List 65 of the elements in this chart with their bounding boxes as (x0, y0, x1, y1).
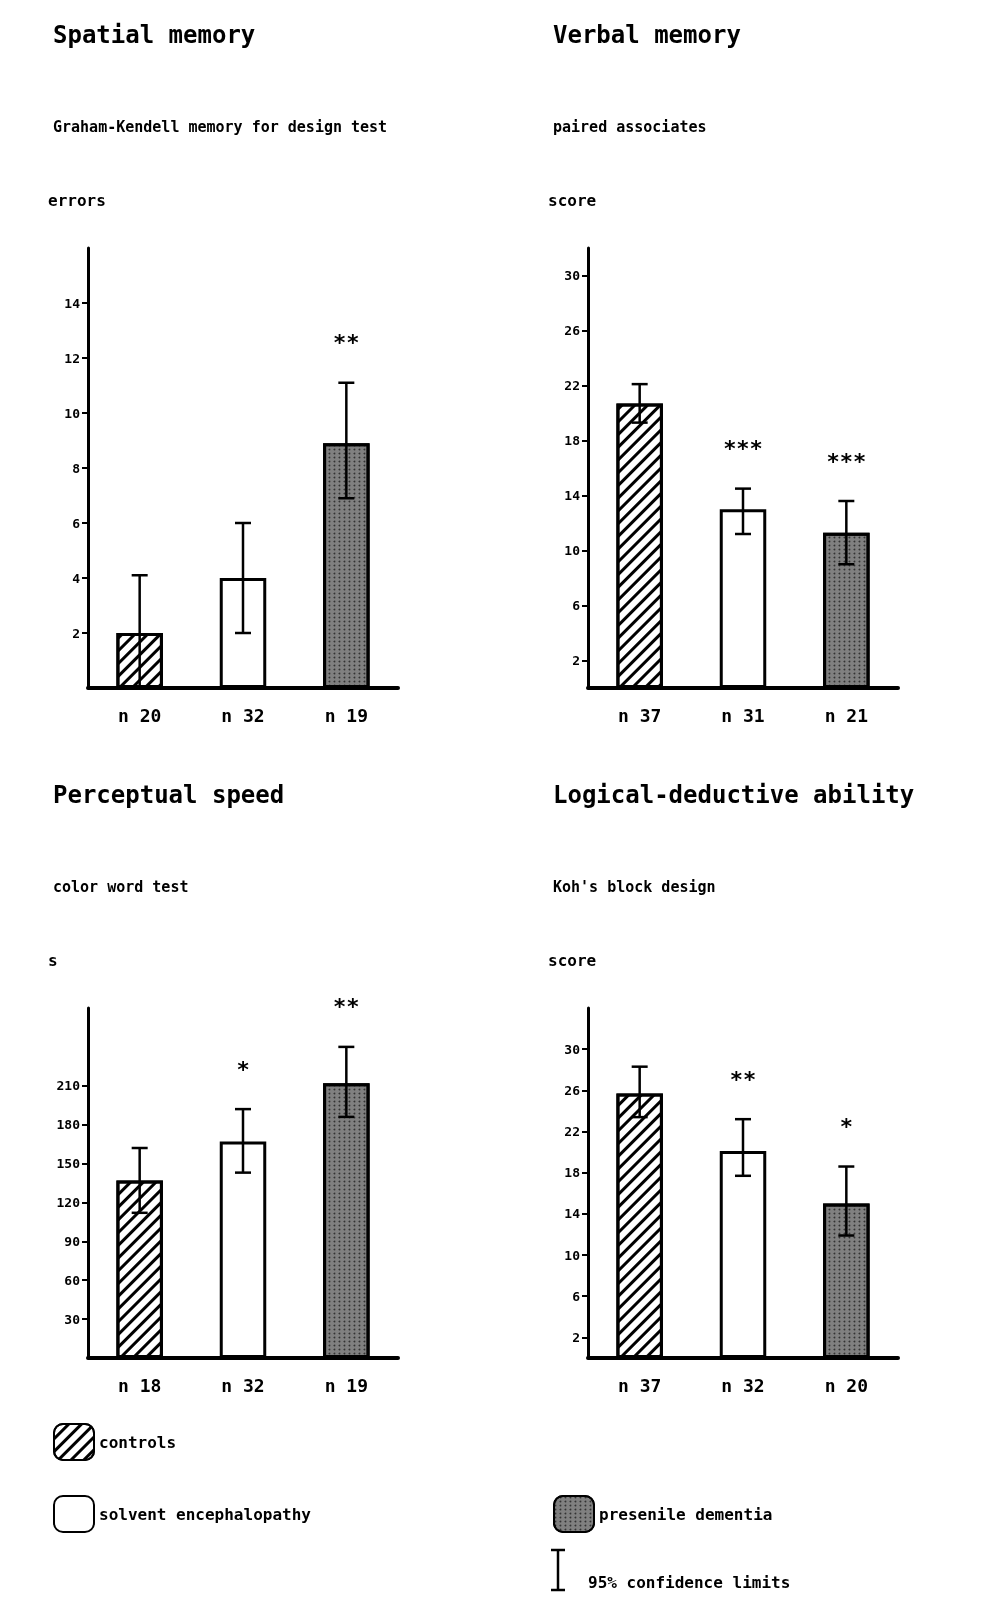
y-tick-label: 2 (572, 1329, 580, 1345)
y-axis-title: score (548, 190, 597, 210)
y-axis-title: score (548, 950, 597, 970)
y-tick-label: 90 (64, 1233, 81, 1249)
annotation: ** (333, 330, 360, 356)
y-tick-label: 10 (64, 405, 81, 421)
y-tick-label: 14 (564, 488, 581, 503)
y-tick-label: 18 (564, 1165, 581, 1181)
y-tick-label: 22 (564, 378, 580, 393)
y-tick-label: 180 (56, 1117, 81, 1133)
y-tick-label: 12 (64, 350, 80, 366)
y-tick-label: 10 (564, 1247, 581, 1263)
y-tick-label: 6 (572, 1288, 581, 1304)
y-axis-title: errors (48, 190, 106, 210)
y-tick-label: 18 (564, 433, 581, 448)
y-tick-label: 30 (564, 268, 581, 283)
x-tick-label: n 37 (617, 704, 662, 726)
x-tick-label: n 20 (117, 704, 162, 726)
chart-title: Perceptual speed (53, 781, 285, 809)
legend-label: solvent encephalopathy (99, 1504, 312, 1524)
x-tick-label: n 19 (324, 1374, 369, 1396)
chart-subtitle: color word test (53, 878, 189, 896)
annotation: ** (333, 994, 360, 1020)
y-tick-label: 26 (564, 1082, 581, 1098)
y-tick-label: 14 (64, 295, 81, 311)
y-tick-label: 22 (564, 1124, 580, 1140)
annotation: * (839, 1114, 853, 1140)
legend-label: controls (99, 1432, 177, 1452)
x-tick-label: n 31 (721, 704, 765, 726)
annotation: *** (826, 448, 867, 474)
x-tick-label: n 20 (824, 1374, 869, 1396)
chart-subtitle: Graham-Kendell memory for design test (53, 118, 388, 136)
y-tick-label: 30 (564, 1041, 581, 1057)
y-tick-label: 2 (572, 653, 580, 668)
y-tick-label: 2 (72, 625, 80, 641)
chart-title: Verbal memory (553, 21, 741, 49)
y-tick-label: 210 (56, 1078, 81, 1094)
x-tick-label: n 37 (617, 1374, 662, 1396)
y-tick-label: 6 (572, 598, 581, 613)
y-tick-label: 60 (64, 1272, 81, 1288)
chart-title: Logical-deductive ability (553, 781, 915, 809)
annotation: * (236, 1056, 250, 1082)
y-tick-label: 26 (564, 323, 581, 338)
y-tick-label: 10 (564, 543, 581, 558)
y-tick-label: 30 (64, 1311, 81, 1327)
chart-title: Spatial memory (53, 21, 256, 49)
y-tick-label: 4 (72, 570, 81, 586)
chart-subtitle: Koh's block design (553, 878, 716, 896)
text: 95% confidence limits (588, 1573, 791, 1592)
legend-label: presenile dementia (599, 1504, 773, 1524)
x-tick-label: n 32 (721, 1374, 765, 1396)
y-tick-label: 120 (56, 1194, 81, 1210)
annotation: *** (723, 436, 763, 462)
chart-subtitle: paired associates (553, 118, 707, 136)
x-tick-label: n 21 (824, 704, 869, 726)
y-tick-label: 150 (56, 1156, 81, 1172)
x-tick-label: n 32 (221, 1374, 265, 1396)
x-tick-label: n 32 (221, 704, 265, 726)
x-tick-label: n 18 (117, 1374, 162, 1396)
y-tick-label: 8 (72, 460, 81, 476)
annotation: ** (729, 1066, 757, 1092)
y-tick-label: 6 (72, 515, 81, 531)
y-axis-title: s (48, 950, 58, 970)
y-tick-label: 14 (564, 1206, 581, 1222)
x-tick-label: n 19 (324, 704, 369, 726)
